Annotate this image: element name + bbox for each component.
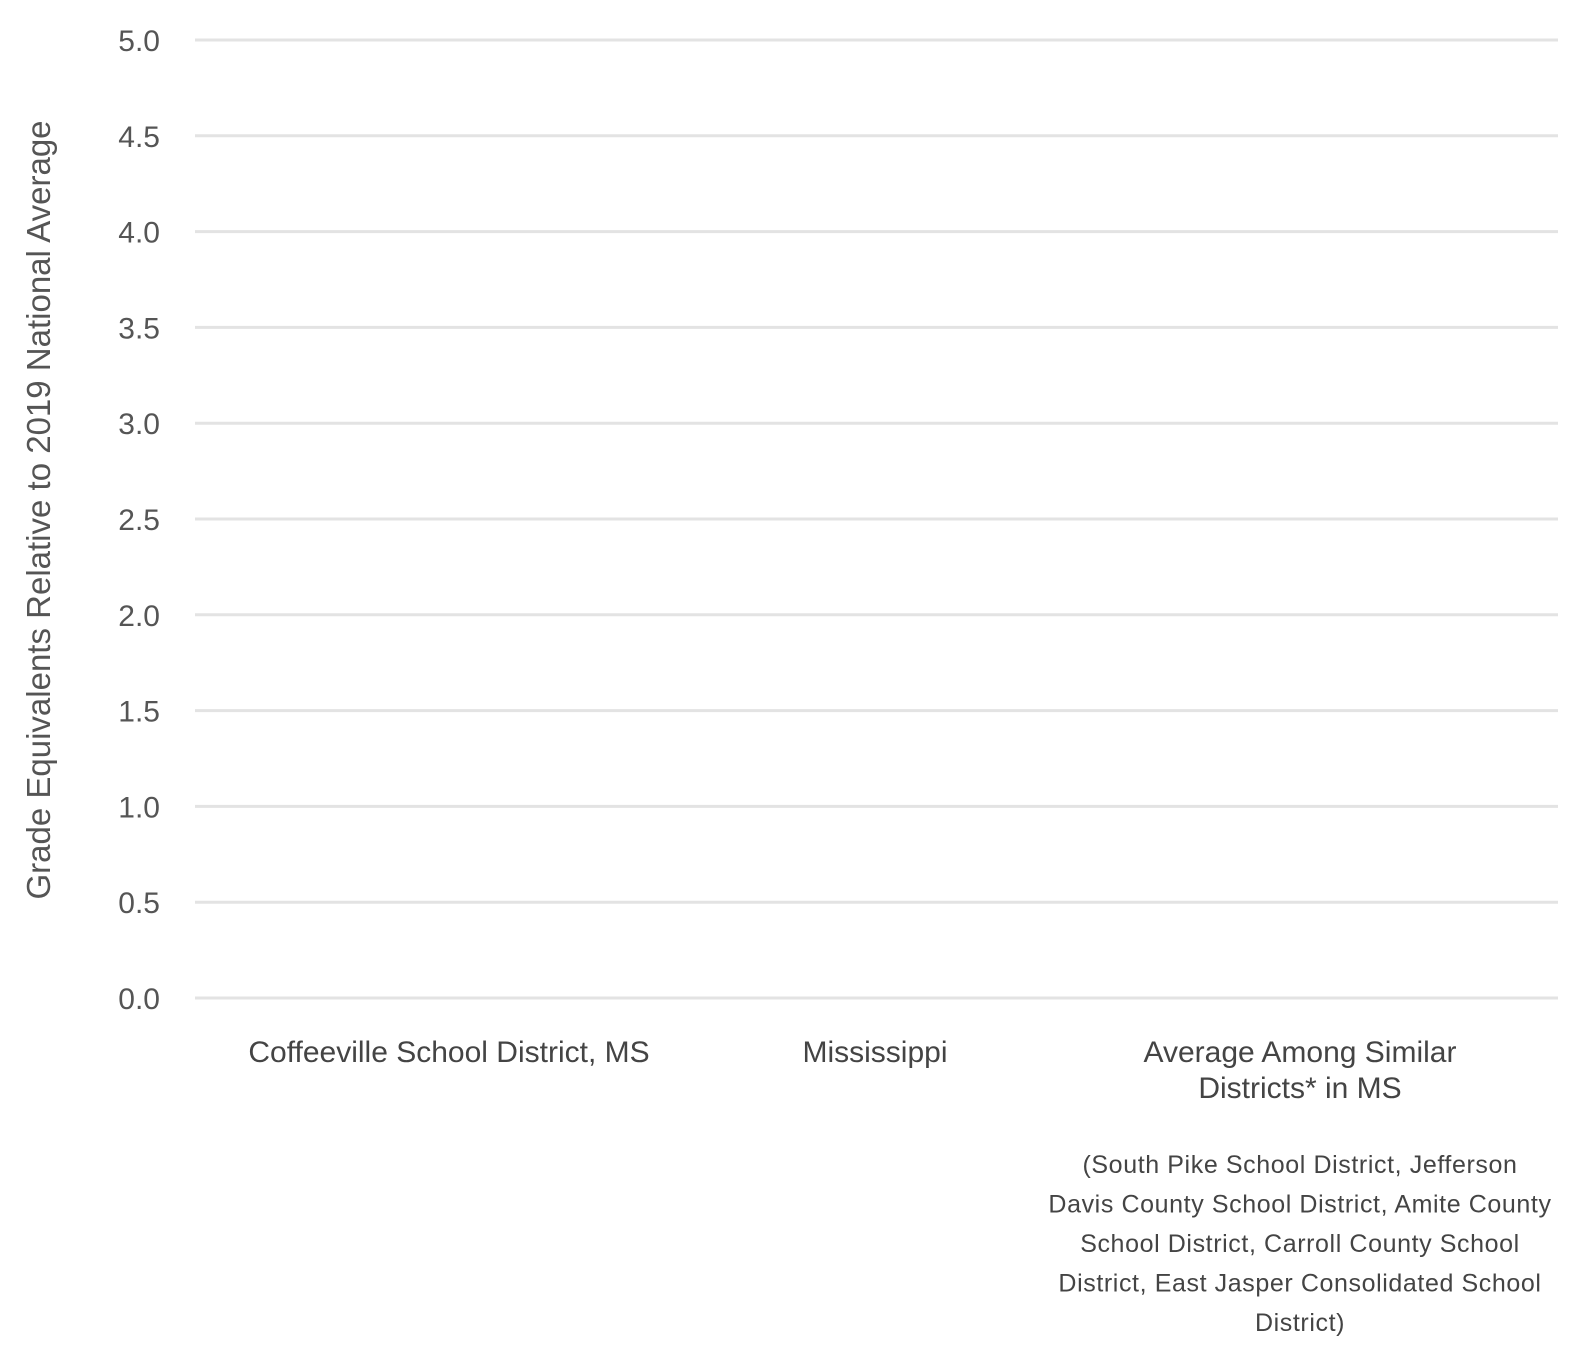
note-line: School District, Carroll County School bbox=[1080, 1230, 1520, 1258]
x-category-label: Coffeeville School District, MS bbox=[248, 1036, 649, 1069]
note-line: District) bbox=[1255, 1309, 1345, 1337]
y-tick-label: 1.0 bbox=[118, 791, 160, 824]
y-tick-label: 2.5 bbox=[118, 504, 160, 537]
note-line: (South Pike School District, Jefferson bbox=[1082, 1151, 1517, 1179]
y-tick-label: 4.0 bbox=[118, 217, 160, 250]
y-tick-label: 3.0 bbox=[118, 408, 160, 441]
x-category-label-line: Districts* in MS bbox=[1198, 1072, 1401, 1105]
gridlines bbox=[195, 38, 1558, 1000]
x-category-label-line: Coffeeville School District, MS bbox=[248, 1036, 649, 1069]
y-tick-label: 2.0 bbox=[118, 600, 160, 633]
note-line: Davis County School District, Amite Coun… bbox=[1048, 1191, 1551, 1219]
y-tick-label: 5.0 bbox=[118, 25, 160, 58]
y-axis-title: Grade Equivalents Relative to 2019 Natio… bbox=[20, 120, 57, 899]
x-category-label-line: Average Among Similar bbox=[1144, 1036, 1457, 1069]
similar-districts-note: (South Pike School District, Jefferson Da… bbox=[1048, 1151, 1551, 1337]
y-tick-label: 3.5 bbox=[118, 312, 160, 345]
y-tick-label: 0.5 bbox=[118, 887, 160, 920]
y-tick-label: 1.5 bbox=[118, 696, 160, 729]
y-axis-ticks: 0.0 0.5 1.0 1.5 2.0 2.5 3.0 3.5 4.0 4.5 5.0 bbox=[118, 25, 160, 1016]
x-category-label: Average Among Similar Districts* in MS bbox=[1144, 1036, 1457, 1105]
y-tick-label: 0.0 bbox=[118, 983, 160, 1016]
note-line: District, East Jasper Consolidated Schoo… bbox=[1058, 1270, 1541, 1298]
x-category-label-line: Mississippi bbox=[802, 1036, 947, 1069]
x-axis-categories: Coffeeville School District, MS Mississip… bbox=[248, 1036, 1456, 1105]
y-tick-label: 4.5 bbox=[118, 121, 160, 154]
x-category-label: Mississippi bbox=[802, 1036, 947, 1069]
